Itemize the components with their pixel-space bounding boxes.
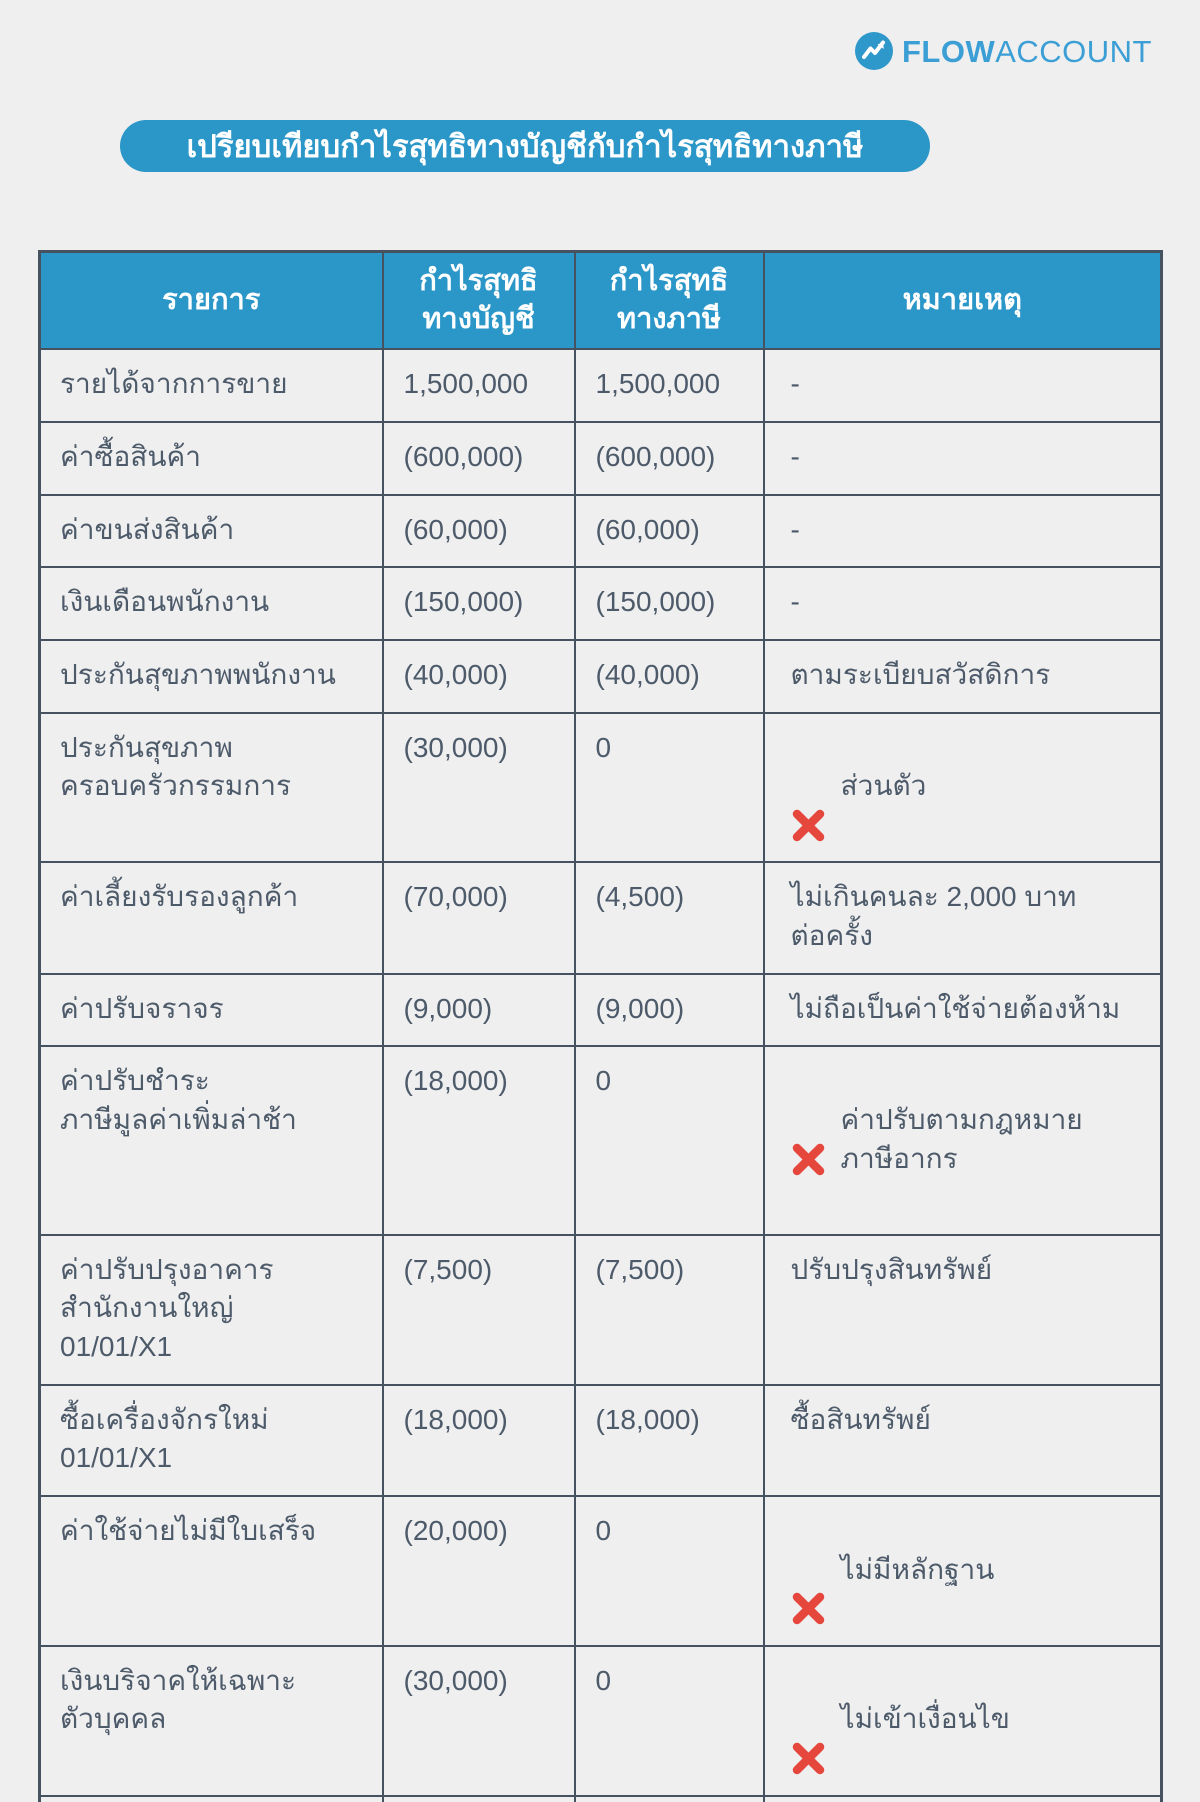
item-cell: รายได้จากการขาย bbox=[38, 348, 384, 423]
item-cell: ค่าขนส่งสินค้า bbox=[38, 493, 384, 569]
tax-amount-cell: 0 bbox=[573, 1494, 765, 1647]
table-row-no-receipt-expense: ค่าใช้จ่ายไม่มีใบเสร็จ (20,000) 0 ไม่มีห… bbox=[38, 1494, 1163, 1647]
table-row-traffic-fine: ค่าปรับจราจร (9,000) (9,000) ไม่ถือเป็นค… bbox=[38, 972, 1163, 1048]
flowaccount-logo-text: FLOWACCOUNT bbox=[902, 36, 1152, 67]
table-body: รายได้จากการขาย 1,500,000 1,500,000 - ค่… bbox=[38, 348, 1163, 1802]
table-row-late-vat-penalty: ค่าปรับชำระ ภาษีมูลค่าเพิ่มล่าช้า (18,00… bbox=[38, 1045, 1163, 1236]
tax-amount-cell: (7,500) bbox=[573, 1233, 765, 1386]
item-cell: ประกันสุขภาพพนักงาน bbox=[38, 638, 384, 714]
tax-amount-cell: (40,000) bbox=[573, 638, 765, 714]
note-text: ส่วนตัว bbox=[840, 770, 927, 802]
note-cell: ปรับปรุงสินทรัพย์ bbox=[762, 1233, 1163, 1386]
table-row-employee-insurance: ประกันสุขภาพพนักงาน (40,000) (40,000) ตา… bbox=[38, 638, 1163, 714]
tax-amount-cell: (150,000) bbox=[573, 566, 765, 641]
book-amount-cell: (40,000) bbox=[381, 638, 576, 714]
item-cell: เงินบริจาคให้องค์กร สาธารณกุศล bbox=[38, 1794, 384, 1802]
note-cell: ไม่เข้าเงื่อนไข bbox=[762, 1644, 1163, 1797]
page-title: เปรียบเทียบกำไรสุทธิทางบัญชีกับกำไรสุทธิ… bbox=[186, 129, 864, 164]
book-amount-cell: (10,000) bbox=[381, 1794, 576, 1802]
tax-amount-cell: (60,000) bbox=[573, 493, 765, 569]
table-row-freight: ค่าขนส่งสินค้า (60,000) (60,000) - bbox=[38, 493, 1163, 569]
flowaccount-logo: FLOWACCOUNT bbox=[854, 32, 1152, 70]
tax-amount-cell: 0 bbox=[573, 1045, 765, 1236]
tax-amount-cell: (4,500) bbox=[573, 861, 765, 975]
tax-amount-cell: (600,000) bbox=[573, 421, 765, 496]
table-row-director-family-insurance: ประกันสุขภาพ ครอบครัวกรรมการ (30,000) 0 … bbox=[38, 711, 1163, 864]
flowaccount-trend-icon bbox=[854, 32, 893, 70]
item-cell: ค่าปรับปรุงอาคาร สำนักงานใหญ่ 01/01/X1 bbox=[38, 1233, 384, 1386]
x-mark-icon bbox=[791, 1702, 826, 1775]
book-amount-cell: (30,000) bbox=[381, 711, 576, 864]
book-amount-cell: (60,000) bbox=[381, 493, 576, 569]
table-row-salaries: เงินเดือนพนักงาน (150,000) (150,000) - bbox=[38, 566, 1163, 641]
item-cell: ค่าใช้จ่ายไม่มีใบเสร็จ bbox=[38, 1494, 384, 1647]
title-banner: เปรียบเทียบกำไรสุทธิทางบัญชีกับกำไรสุทธิ… bbox=[120, 120, 930, 172]
table-row-sales-revenue: รายได้จากการขาย 1,500,000 1,500,000 - bbox=[38, 348, 1163, 423]
item-cell: ซื้อเครื่องจักรใหม่ 01/01/X1 bbox=[38, 1383, 384, 1497]
table-row-hq-building-renovation: ค่าปรับปรุงอาคาร สำนักงานใหญ่ 01/01/X1 (… bbox=[38, 1233, 1163, 1386]
book-amount-cell: (7,500) bbox=[381, 1233, 576, 1386]
note-cell: - bbox=[762, 493, 1163, 569]
note-text: ค่าปรับตามกฎหมาย ภาษีอากร bbox=[840, 1103, 1083, 1174]
note-cell: ค่าปรับตามกฎหมาย ภาษีอากร bbox=[762, 1045, 1163, 1236]
note-cell: ซื้อสินทรัพย์ bbox=[762, 1383, 1163, 1497]
note-cell: - bbox=[762, 566, 1163, 641]
x-mark-icon bbox=[791, 1553, 826, 1625]
table-header: รายการ กำไรสุทธิ ทางบัญชี กำไรสุทธิ ทางภ… bbox=[38, 250, 1163, 351]
item-cell: ค่าเลี้ยงรับรองลูกค้า bbox=[38, 861, 384, 975]
item-cell: ประกันสุขภาพ ครอบครัวกรรมการ bbox=[38, 711, 384, 864]
note-cell: - bbox=[762, 421, 1163, 496]
tax-amount-cell: (9,000) bbox=[573, 972, 765, 1048]
book-amount-cell: (18,000) bbox=[381, 1383, 576, 1497]
note-cell: ส่วนตัว bbox=[762, 711, 1163, 864]
header-book-profit: กำไรสุทธิ ทางบัญชี bbox=[381, 250, 576, 351]
item-cell: ค่าซื้อสินค้า bbox=[38, 421, 384, 496]
header-tax-profit: กำไรสุทธิ ทางภาษี bbox=[573, 250, 765, 351]
note-cell: ไม่เกินคนละ 2,000 บาท ต่อครั้ง bbox=[762, 861, 1163, 975]
header-row: รายการ กำไรสุทธิ ทางบัญชี กำไรสุทธิ ทางภ… bbox=[38, 250, 1163, 351]
item-cell: ค่าปรับชำระ ภาษีมูลค่าเพิ่มล่าช้า bbox=[38, 1045, 384, 1236]
book-amount-cell: (70,000) bbox=[381, 861, 576, 975]
note-cell: ตามระเบียบสวัสดิการ bbox=[762, 638, 1163, 714]
logo-account-text: ACCOUNT bbox=[995, 33, 1152, 69]
note-cell: ไม่ถือเป็นค่าใช้จ่ายต้องห้าม bbox=[762, 972, 1163, 1048]
x-mark-icon bbox=[791, 769, 826, 841]
tax-amount-cell: (18,000) bbox=[573, 1383, 765, 1497]
tax-amount-cell: 0 bbox=[573, 711, 765, 864]
note-text: ไม่เข้าเงื่อนไข bbox=[840, 1703, 1010, 1735]
profit-comparison-table: รายการ กำไรสุทธิ ทางบัญชี กำไรสุทธิ ทางภ… bbox=[38, 250, 1163, 1802]
book-amount-cell: (150,000) bbox=[381, 566, 576, 641]
table-row-donation-charity: เงินบริจาคให้องค์กร สาธารณกุศล (10,000) … bbox=[38, 1794, 1163, 1802]
note-cell: ไม่มีหลักฐาน bbox=[762, 1494, 1163, 1647]
tax-amount-cell: (10,000) bbox=[573, 1794, 765, 1802]
header-item: รายการ bbox=[38, 250, 384, 351]
item-cell: เงินบริจาคให้เฉพาะ ตัวบุคคล bbox=[38, 1644, 384, 1797]
item-cell: ค่าปรับจราจร bbox=[38, 972, 384, 1048]
book-amount-cell: (20,000) bbox=[381, 1494, 576, 1647]
book-amount-cell: (30,000) bbox=[381, 1644, 576, 1797]
table-row-goods-purchase: ค่าซื้อสินค้า (600,000) (600,000) - bbox=[38, 421, 1163, 496]
note-cell: เข้าเงื่อนไข bbox=[762, 1794, 1163, 1802]
x-mark-icon bbox=[791, 1103, 826, 1175]
table-row-client-entertainment: ค่าเลี้ยงรับรองลูกค้า (70,000) (4,500) ไ… bbox=[38, 861, 1163, 975]
book-amount-cell: (600,000) bbox=[381, 421, 576, 496]
tax-amount-cell: 0 bbox=[573, 1644, 765, 1797]
note-text: ไม่มีหลักฐาน bbox=[840, 1553, 995, 1585]
tax-amount-cell: 1,500,000 bbox=[573, 348, 765, 423]
book-amount-cell: (18,000) bbox=[381, 1045, 576, 1236]
logo-flow-text: FLOW bbox=[901, 33, 996, 69]
header-note: หมายเหตุ bbox=[762, 250, 1163, 351]
book-amount-cell: 1,500,000 bbox=[381, 348, 576, 423]
note-cell: - bbox=[762, 348, 1163, 423]
book-amount-cell: (9,000) bbox=[381, 972, 576, 1048]
item-cell: เงินเดือนพนักงาน bbox=[38, 566, 384, 641]
table-row-new-machinery: ซื้อเครื่องจักรใหม่ 01/01/X1 (18,000) (1… bbox=[38, 1383, 1163, 1497]
table-row-donation-individual: เงินบริจาคให้เฉพาะ ตัวบุคคล (30,000) 0 ไ… bbox=[38, 1644, 1163, 1797]
